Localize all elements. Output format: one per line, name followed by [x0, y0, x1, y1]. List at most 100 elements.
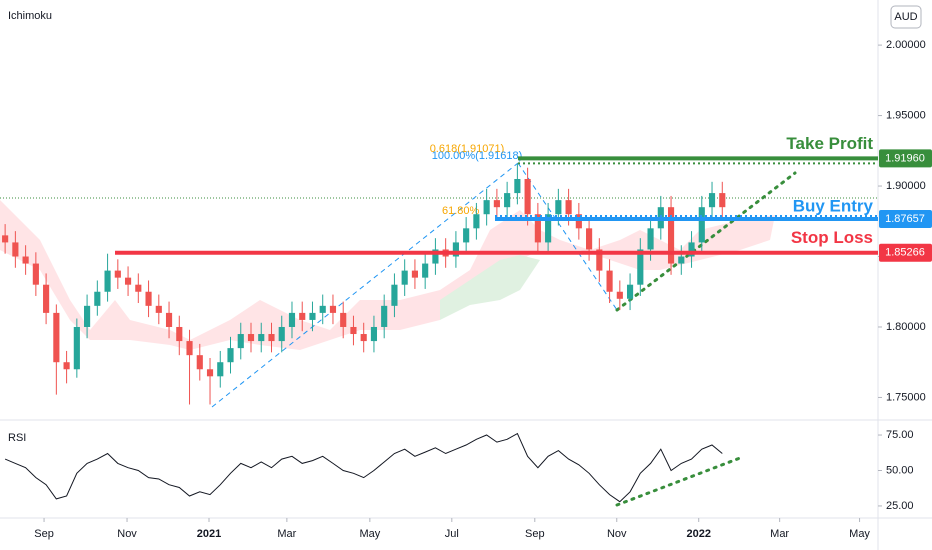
- candle-body: [258, 334, 265, 342]
- candle-body: [534, 214, 541, 243]
- candle-body: [504, 193, 511, 208]
- candle-body: [227, 348, 234, 363]
- fib-line: [211, 162, 519, 408]
- candle-body: [84, 305, 91, 327]
- candle-body: [32, 263, 39, 285]
- candle-body: [360, 334, 367, 342]
- candle-body: [329, 305, 337, 313]
- candle-body: [719, 193, 726, 208]
- x-tick-label: Sep: [34, 528, 54, 540]
- y-tick-label: 1.80000: [886, 321, 926, 333]
- x-tick-label: Nov: [117, 528, 137, 540]
- candle-body: [473, 214, 480, 229]
- candle-body: [545, 214, 552, 243]
- candle-body: [135, 284, 142, 292]
- candle-body: [350, 326, 357, 335]
- y-tick-label: 1.95000: [886, 109, 926, 121]
- candle-body: [698, 207, 705, 243]
- candle-body: [524, 178, 531, 215]
- candle-body: [124, 277, 132, 285]
- candle-body: [73, 326, 80, 370]
- y-tick-label: 75.00: [886, 429, 914, 441]
- ichimoku-cloud: [0, 200, 775, 350]
- candle-body: [596, 249, 603, 271]
- candle-body: [206, 369, 214, 377]
- cloud: [0, 200, 775, 350]
- candle-body: [637, 249, 644, 285]
- y-tick-label: 1.75000: [886, 391, 926, 403]
- candle-body: [53, 312, 60, 363]
- x-tick-label: Jul: [445, 528, 459, 540]
- x-tick-label: Mar: [770, 528, 789, 540]
- candle-body: [43, 284, 50, 313]
- candle-body: [463, 228, 470, 243]
- candle-body: [391, 284, 398, 306]
- rsi-line: [4, 432, 723, 503]
- price-label-box: [879, 243, 932, 262]
- fib-line: [517, 162, 618, 311]
- level-name: Stop Loss: [791, 228, 873, 247]
- x-tick-label: Sep: [525, 528, 545, 540]
- rsi-title: RSI: [8, 432, 26, 444]
- candle-body: [340, 312, 347, 327]
- rsi-trend-line: [615, 456, 742, 507]
- price-label: 1.91960: [885, 152, 925, 164]
- candle-body: [401, 270, 408, 285]
- candle-body: [288, 312, 296, 327]
- cloud: [440, 255, 540, 320]
- fib-label: 0.618(1.91071): [430, 143, 505, 155]
- candle-body: [247, 334, 255, 342]
- candle-body: [452, 242, 459, 257]
- candle-body: [309, 312, 316, 320]
- y-tick-label: 50.00: [886, 464, 914, 476]
- candle-body: [616, 291, 623, 299]
- candle-body: [217, 362, 224, 377]
- y-tick-label: 25.00: [886, 500, 914, 512]
- indicator-title: Ichimoku: [8, 10, 52, 22]
- candle-body: [299, 312, 306, 320]
- x-tick-label: Mar: [277, 528, 296, 540]
- candle-body: [493, 200, 500, 208]
- candle-body: [155, 305, 162, 313]
- candle-body: [647, 228, 654, 250]
- candle-body: [186, 341, 193, 356]
- candle-body: [555, 200, 562, 215]
- candle-body: [626, 284, 634, 299]
- candle-body: [94, 291, 101, 306]
- candle-body: [483, 200, 490, 215]
- candle-body: [422, 263, 429, 278]
- candle-body: [268, 334, 275, 342]
- x-tick-label: May: [359, 528, 380, 540]
- candle-body: [411, 270, 418, 278]
- candle-body: [12, 242, 19, 257]
- candle-body: [678, 256, 685, 264]
- candle-body: [63, 362, 70, 370]
- candle-body: [22, 256, 29, 264]
- candle-body: [319, 305, 326, 313]
- x-tick-label: 2021: [197, 528, 221, 540]
- trend-line: [615, 171, 797, 312]
- fib-label: 61.80%: [442, 205, 480, 217]
- candle-body: [708, 193, 716, 208]
- price-label-box: [879, 149, 932, 168]
- candle-body: [165, 312, 173, 327]
- candle-body: [114, 270, 121, 278]
- level-name: Buy Entry: [793, 197, 874, 216]
- price-label-box: [879, 210, 932, 229]
- candle-body: [432, 249, 439, 264]
- price-label: 1.85266: [885, 247, 925, 259]
- x-tick-label: 2022: [686, 528, 710, 540]
- candle-body: [104, 270, 111, 292]
- candle-body: [514, 178, 521, 194]
- candle-body: [176, 326, 183, 342]
- y-tick-label: 1.90000: [886, 180, 926, 192]
- candle-body: [370, 326, 378, 342]
- candle-body: [196, 355, 203, 370]
- candle-body: [381, 305, 388, 327]
- fib-label: 100.00%(1.91618): [432, 150, 523, 162]
- y-tick-label: 2.00000: [886, 39, 926, 51]
- candle-body: [145, 291, 152, 306]
- x-tick-label: Nov: [607, 528, 627, 540]
- level-name: Take Profit: [786, 134, 873, 153]
